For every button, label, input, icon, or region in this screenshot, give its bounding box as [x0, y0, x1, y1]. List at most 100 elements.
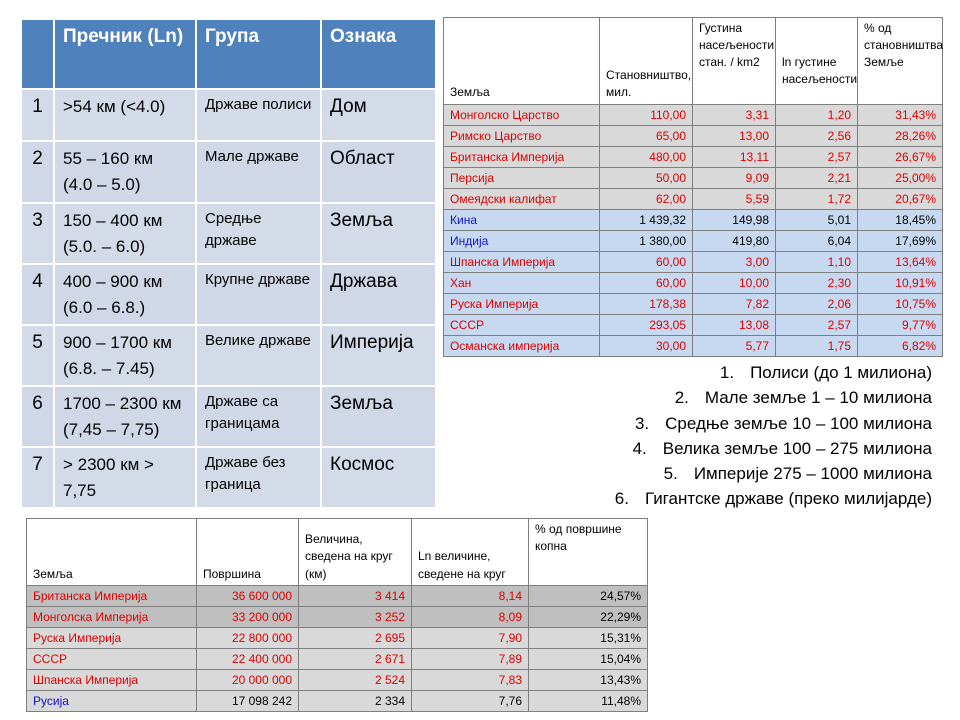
list-number: 4.	[632, 438, 647, 458]
table-row: Персија 50,00 9,09 2,21 25,00%	[443, 167, 943, 189]
population: 110,00	[599, 104, 693, 126]
size-classification-table: Пречник (Ln) Група Ознака 1 >54 км (<4.0)…	[20, 18, 437, 509]
group-name: Велике државе	[195, 324, 322, 387]
area: 20 000 000	[196, 669, 299, 691]
area-table: Земља Површина Величина, сведена на круг…	[26, 518, 648, 712]
designation: Космос	[320, 446, 437, 509]
ln-size: 7,89	[411, 648, 529, 670]
density: 149,98	[692, 209, 776, 231]
table-row: Монголско Царство 110,00 3,31 1,20 31,43%	[443, 104, 943, 126]
list-number: 5.	[663, 464, 678, 484]
country-name: Османска империја	[443, 335, 600, 357]
ln-size: 7,83	[411, 669, 529, 691]
density: 10,00	[692, 272, 776, 294]
list-item: 1. Полиси (до 1 милиона)	[615, 360, 932, 385]
area: 17 098 242	[196, 690, 299, 712]
circle-size: 3 252	[298, 606, 412, 628]
table-row: Османска империја 30,00 5,77 1,75 6,82%	[443, 335, 943, 357]
table-row: Хан 60,00 10,00 2,30 10,91%	[443, 272, 943, 294]
list-text: Мале земље 1 – 10 милиона	[704, 388, 932, 408]
header-row: Земља Становништво, мил. Густина насељен…	[443, 17, 943, 105]
header-row: Пречник (Ln) Група Ознака	[20, 18, 437, 90]
percent-population: 28,26%	[857, 125, 943, 147]
diameter-range: 55 – 160 км (4.0 – 5.0)	[53, 140, 197, 204]
ln-density: 1,72	[775, 188, 858, 210]
table-row: СССР 22 400 000 2 671 7,89 15,04%	[26, 648, 648, 670]
population: 65,00	[599, 125, 693, 147]
table-row: Руска Империја 178,38 7,82 2,06 10,75%	[443, 293, 943, 315]
ln-density: 2,06	[775, 293, 858, 315]
ln-density: 2,30	[775, 272, 858, 294]
table-row: Монголска Империја 33 200 000 3 252 8,09 22,…	[26, 606, 648, 628]
country-name: Руска Империја	[443, 293, 600, 315]
header-diameter: Пречник (Ln)	[53, 18, 197, 90]
percent-population: 26,67%	[857, 146, 943, 168]
country-name: Хан	[443, 272, 600, 294]
percent-land: 15,31%	[528, 627, 648, 649]
designation: Држава	[320, 263, 437, 326]
ln-size: 8,09	[411, 606, 529, 628]
table-row: Римско Царство 65,00 13,00 2,56 28,26%	[443, 125, 943, 147]
percent-population: 6,82%	[857, 335, 943, 357]
row-number: 4	[20, 263, 55, 326]
table-row: 6 1700 – 2300 км (7,45 – 7,75) Државе са г…	[20, 385, 437, 448]
group-name: Мале државе	[195, 140, 322, 204]
population-groups-list: 1. Полиси (до 1 милиона) 2. Мале земље 1 – …	[615, 360, 932, 512]
group-name: Државе без граница	[195, 446, 322, 509]
area: 33 200 000	[196, 606, 299, 628]
percent-population: 18,45%	[857, 209, 943, 231]
density: 13,08	[692, 314, 776, 336]
list-item: 4. Велика земље 100 – 275 милиона	[615, 436, 932, 461]
density: 5,77	[692, 335, 776, 357]
ln-density: 2,57	[775, 314, 858, 336]
circle-size: 2 695	[298, 627, 412, 649]
country-name: Монголско Царство	[443, 104, 600, 126]
table-row: Шпанска Империја 60,00 3,00 1,10 13,64%	[443, 251, 943, 273]
percent-population: 17,69%	[857, 230, 943, 252]
ln-size: 7,76	[411, 690, 529, 712]
table-row: Шпанска Империја 20 000 000 2 524 7,83 13,43…	[26, 669, 648, 691]
circle-size: 3 414	[298, 585, 412, 607]
country-name: Русија	[26, 690, 197, 712]
group-name: Државе полиси	[195, 88, 322, 142]
list-text: Полиси (до 1 милиона)	[750, 363, 932, 382]
table-row: Омеядски калифат 62,00 5,59 1,72 20,67%	[443, 188, 943, 210]
diameter-range: > 2300 км > 7,75	[53, 446, 197, 509]
percent-population: 31,43%	[857, 104, 943, 126]
country-name: Кина	[443, 209, 600, 231]
header-circle-size: Величина, сведена на круг (км)	[298, 518, 412, 586]
population: 293,05	[599, 314, 693, 336]
header-num	[20, 18, 55, 90]
country-name: Шпанска Империја	[26, 669, 197, 691]
table-row: Британска Империја 36 600 000 3 414 8,14 24,…	[26, 585, 648, 607]
country-name: Римско Царство	[443, 125, 600, 147]
list-text: Гигантске државе (преко милијарде)	[644, 489, 932, 509]
country-name: Британска Империја	[26, 585, 197, 607]
population: 60,00	[599, 272, 693, 294]
area: 36 600 000	[196, 585, 299, 607]
diameter-range: 900 – 1700 км (6.8. – 7.45)	[53, 324, 197, 387]
density: 9,09	[692, 167, 776, 189]
density: 3,00	[692, 251, 776, 273]
percent-land: 15,04%	[528, 648, 648, 670]
header-label: Ознака	[320, 18, 437, 90]
density: 3,31	[692, 104, 776, 126]
header-ln-size: Ln величине, сведене на круг	[411, 518, 529, 586]
list-text: Средње земље 10 – 100 милиона	[665, 413, 932, 433]
designation: Дом	[320, 88, 437, 142]
table-row: 1 >54 км (<4.0) Државе полиси Дом	[20, 88, 437, 142]
percent-land: 11,48%	[528, 690, 648, 712]
ln-density: 2,56	[775, 125, 858, 147]
population: 60,00	[599, 251, 693, 273]
area: 22 800 000	[196, 627, 299, 649]
list-number: 6.	[614, 489, 629, 509]
percent-land: 22,29%	[528, 606, 648, 628]
ln-density: 1,75	[775, 335, 858, 357]
list-item: 3. Средње земље 10 – 100 милиона	[615, 411, 932, 436]
country-name: Омеядски калифат	[443, 188, 600, 210]
country-name: Монголска Империја	[26, 606, 197, 628]
percent-population: 25,00%	[857, 167, 943, 189]
population: 480,00	[599, 146, 693, 168]
ln-density: 2,21	[775, 167, 858, 189]
density: 13,11	[692, 146, 776, 168]
